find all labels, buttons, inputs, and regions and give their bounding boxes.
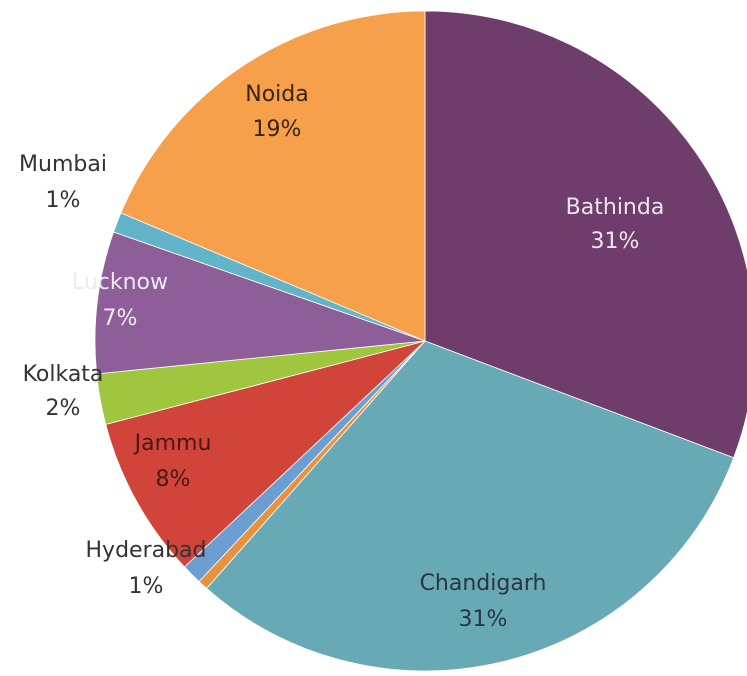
- slice-percent-kolkata: 2%: [46, 396, 81, 421]
- slice-percent-lucknow: 7%: [103, 306, 138, 331]
- slice-percent-noida: 19%: [253, 117, 302, 142]
- pie-slice-jammu: [105, 340, 426, 568]
- slice-percent-bathinda: 31%: [591, 229, 640, 254]
- slice-label-noida: Noida: [245, 82, 308, 107]
- slice-label-hyderabad: Hyderabad: [86, 538, 207, 563]
- slice-percent-mumbai: 1%: [46, 188, 81, 213]
- slice-label-bathinda: Bathinda: [566, 195, 665, 220]
- pie-slice-lucknow: [94, 231, 426, 375]
- pie-slice-noida: [120, 10, 426, 342]
- slice-label-lucknow: Lucknow: [72, 270, 168, 295]
- slice-label-chandigarh: Chandigarh: [420, 571, 547, 596]
- slice-percent-chandigarh: 31%: [459, 607, 508, 632]
- pie-slices: [94, 10, 747, 672]
- slice-label-jammu: Jammu: [133, 431, 212, 456]
- slice-label-mumbai: Mumbai: [19, 152, 107, 177]
- slice-percent-hyderabad: 1%: [129, 574, 164, 599]
- slice-percent-jammu: 8%: [156, 467, 191, 492]
- pie-slice-chandigarh: [206, 340, 735, 672]
- slice-label-kolkata: Kolkata: [23, 362, 104, 387]
- pie-labels: Bathinda 31% Chandigarh 31% Hyderabad 1% Jammu…: [19, 82, 664, 632]
- pie-slice-bathinda: [424, 10, 747, 459]
